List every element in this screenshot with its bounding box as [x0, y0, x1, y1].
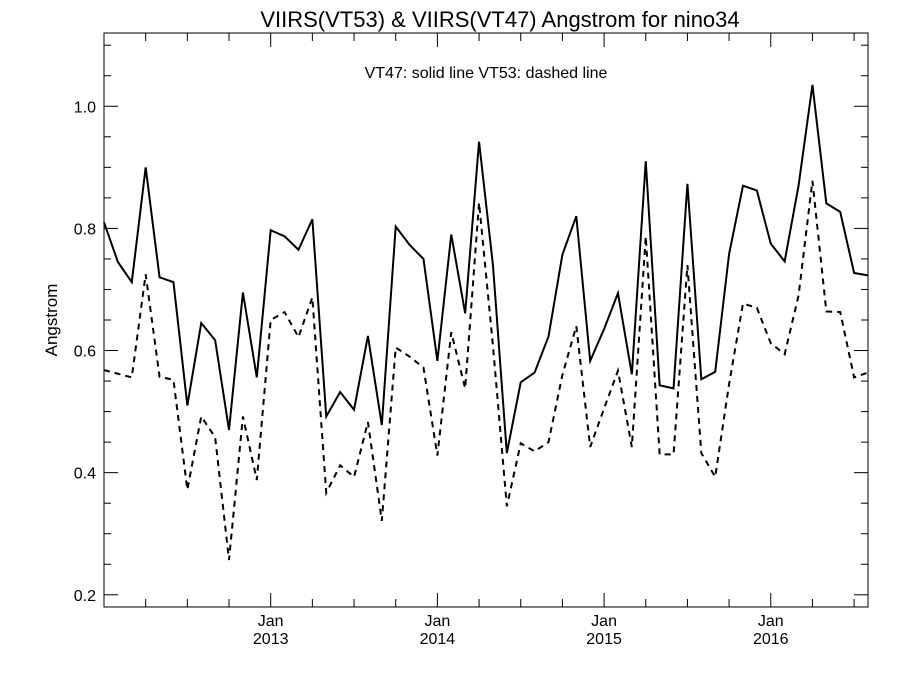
chart-title: VIIRS(VT53) & VIIRS(VT47) Angstrom for n… — [260, 7, 739, 32]
y-tick-label: 1.0 — [74, 99, 96, 116]
axis-ticks: 0.20.40.60.81.0Jan2013Jan2014Jan2015Jan2… — [74, 33, 868, 648]
series-lines — [103, 84, 869, 561]
x-tick-label-month: Jan — [424, 613, 450, 630]
y-tick-label: 0.4 — [74, 466, 96, 483]
series-line-vt47 — [103, 84, 869, 454]
x-tick-label-year: 2016 — [753, 631, 789, 648]
y-tick-label: 0.8 — [74, 221, 96, 238]
x-tick-label-month: Jan — [758, 613, 784, 630]
line-style-legend: VT47: solid line VT53: dashed line — [365, 65, 608, 82]
x-tick-label-month: Jan — [258, 613, 284, 630]
y-axis-label: Angstrom — [42, 284, 61, 357]
y-tick-label: 0.2 — [74, 588, 96, 605]
plot-frame — [103, 32, 869, 608]
series-line-vt53 — [103, 180, 869, 561]
y-tick-label: 0.6 — [74, 344, 96, 361]
x-tick-label-year: 2013 — [253, 631, 289, 648]
x-tick-label-year: 2015 — [586, 631, 622, 648]
x-tick-label-month: Jan — [591, 613, 617, 630]
x-tick-label-year: 2014 — [420, 631, 456, 648]
